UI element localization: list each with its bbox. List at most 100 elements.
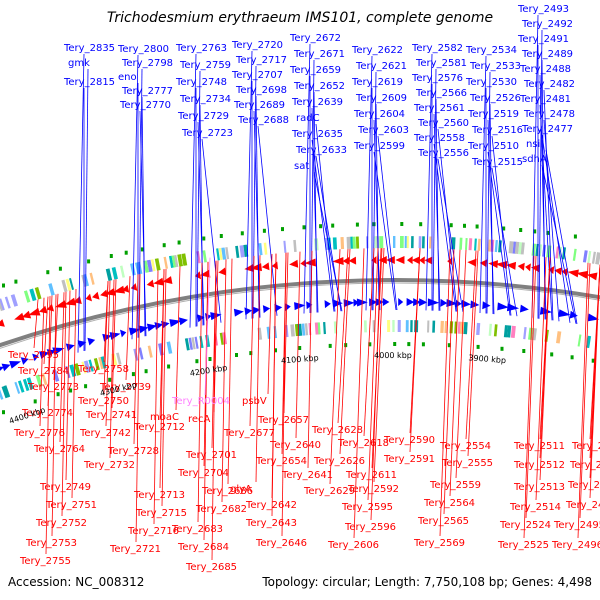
forward-gene-arrow [587, 313, 600, 322]
forward-cog-bar [166, 341, 173, 354]
forward-cog-bar [586, 335, 592, 349]
reverse-leader-line [449, 249, 461, 497]
gc-mark-inner [46, 270, 50, 275]
reverse-cog-bar [468, 238, 473, 251]
reverse-cog-bar [216, 248, 220, 261]
forward-leader-line [541, 164, 577, 324]
reverse-leader-line [221, 259, 227, 503]
gene-tracks [0, 222, 600, 415]
reverse-gene-label: Tery_2555 [441, 458, 493, 469]
reverse-gene-arrow [525, 263, 531, 272]
reverse-leader-line [43, 296, 49, 365]
reverse-gene-label: Tery_2721 [109, 544, 161, 555]
gc-mark-outer [84, 384, 88, 389]
forward-gene-arrow [119, 329, 127, 338]
reverse-cog-bar [352, 236, 356, 249]
reverse-gene-label: Tery_2495 [553, 520, 600, 531]
reverse-leader-line [45, 296, 51, 555]
reverse-leader-line [339, 248, 351, 455]
forward-gene-label: Tery_2720 [231, 40, 283, 51]
forward-leader-line [255, 95, 260, 318]
gc-mark-inner [573, 234, 577, 239]
reverse-cog-bar [561, 247, 567, 260]
forward-leader-line [373, 151, 397, 311]
reverse-cog-bar [346, 236, 351, 249]
reverse-gene-label: Tery_2592 [347, 484, 399, 495]
reverse-gene-arrow [576, 270, 588, 279]
reverse-leader-line [281, 252, 287, 537]
reverse-cog-bar [168, 255, 174, 268]
gc-mark-inner [262, 228, 266, 233]
reverse-leader-line [61, 291, 67, 517]
forward-gene-label: Tery_2689 [233, 100, 285, 111]
forward-cog-bar [457, 321, 461, 334]
reverse-gene-arrow [406, 256, 413, 265]
reverse-leader-line [227, 258, 233, 485]
reverse-gene-label: Tery_2784 [17, 366, 69, 377]
forward-gene-label: Tery_2835 [63, 43, 115, 54]
reverse-leader-line [109, 279, 115, 459]
forward-cog-bar [138, 347, 144, 360]
forward-cog-bar [41, 372, 48, 386]
reverse-leader-line [135, 273, 141, 543]
forward-gene-arrow [440, 298, 448, 307]
reverse-cog-bar [48, 283, 55, 296]
reverse-cog-bar [89, 272, 95, 285]
gc-mark-outer [249, 351, 253, 356]
forward-gene-label: Tery_2609 [355, 93, 407, 104]
reverse-leader-line [71, 288, 77, 499]
reverse-gene-arrow [113, 285, 125, 294]
forward-cog-bar [273, 326, 278, 339]
reverse-gene-label: Tery_2751 [45, 500, 97, 511]
reverse-cog-bar [258, 243, 263, 256]
reverse-leader-line [465, 250, 477, 440]
reverse-cog-bar [171, 255, 177, 268]
gc-mark-outer [522, 349, 526, 353]
gc-mark-outer [328, 343, 332, 348]
reverse-gene-label: glyA [230, 484, 252, 495]
forward-leader-line [433, 113, 441, 311]
reverse-gene-label: Tery_2618 [337, 438, 389, 449]
reverse-gene-arrow [100, 289, 109, 298]
gc-mark-outer [447, 343, 451, 348]
reverse-cog-bar [163, 256, 169, 269]
reverse-cog-bar [196, 251, 201, 264]
forward-cog-bar [116, 352, 122, 365]
forward-gene-label: Tery_2759 [179, 60, 231, 71]
reverse-gene-label: Tery_2749 [39, 482, 91, 493]
reverse-gene-arrow [73, 296, 82, 304]
reverse-gene-arrow [332, 257, 344, 266]
forward-gene-label: Tery_2604 [353, 109, 405, 120]
forward-gene-label: Tery_2639 [291, 97, 343, 108]
forward-gene-arrow [109, 332, 121, 340]
forward-cog-bar [111, 353, 118, 366]
reverse-cog-bar [202, 250, 207, 263]
gc-mark-inner [355, 222, 359, 227]
forward-gene-label: Tery_2558 [413, 133, 465, 144]
forward-cog-bar [440, 320, 444, 333]
forward-cog-bar [199, 335, 204, 349]
reverse-gene-arrow [130, 283, 138, 291]
forward-gene-arrow [87, 337, 96, 346]
forward-gene-label: Tery_2622 [351, 45, 403, 56]
reverse-cog-bar [591, 251, 597, 264]
reverse-gene-label: Tery_2732 [83, 460, 135, 471]
kbp-tick-label: 4000 kbp [374, 351, 412, 360]
forward-gene-label: Tery_2489 [521, 49, 573, 60]
reverse-cog-bar [429, 236, 432, 249]
forward-gene-label: Tery_2566 [415, 88, 467, 99]
forward-cog-bar [444, 321, 448, 334]
forward-leader-line [196, 70, 201, 327]
forward-cog-bar [387, 319, 391, 333]
forward-leader-line [139, 110, 147, 337]
reverse-gene-label: Tery_2677 [223, 428, 275, 439]
forward-gene-arrow [324, 300, 331, 309]
forward-gene-label: Tery_2707 [231, 70, 283, 81]
reverse-leader-line [159, 269, 165, 489]
reverse-cog-bar [146, 259, 153, 273]
forward-leader-line [538, 29, 543, 319]
forward-gene-label: Tery_2478 [523, 109, 575, 120]
forward-cog-bar [493, 324, 498, 337]
forward-leader-line [131, 54, 139, 340]
reverse-cog-bar [221, 247, 227, 260]
